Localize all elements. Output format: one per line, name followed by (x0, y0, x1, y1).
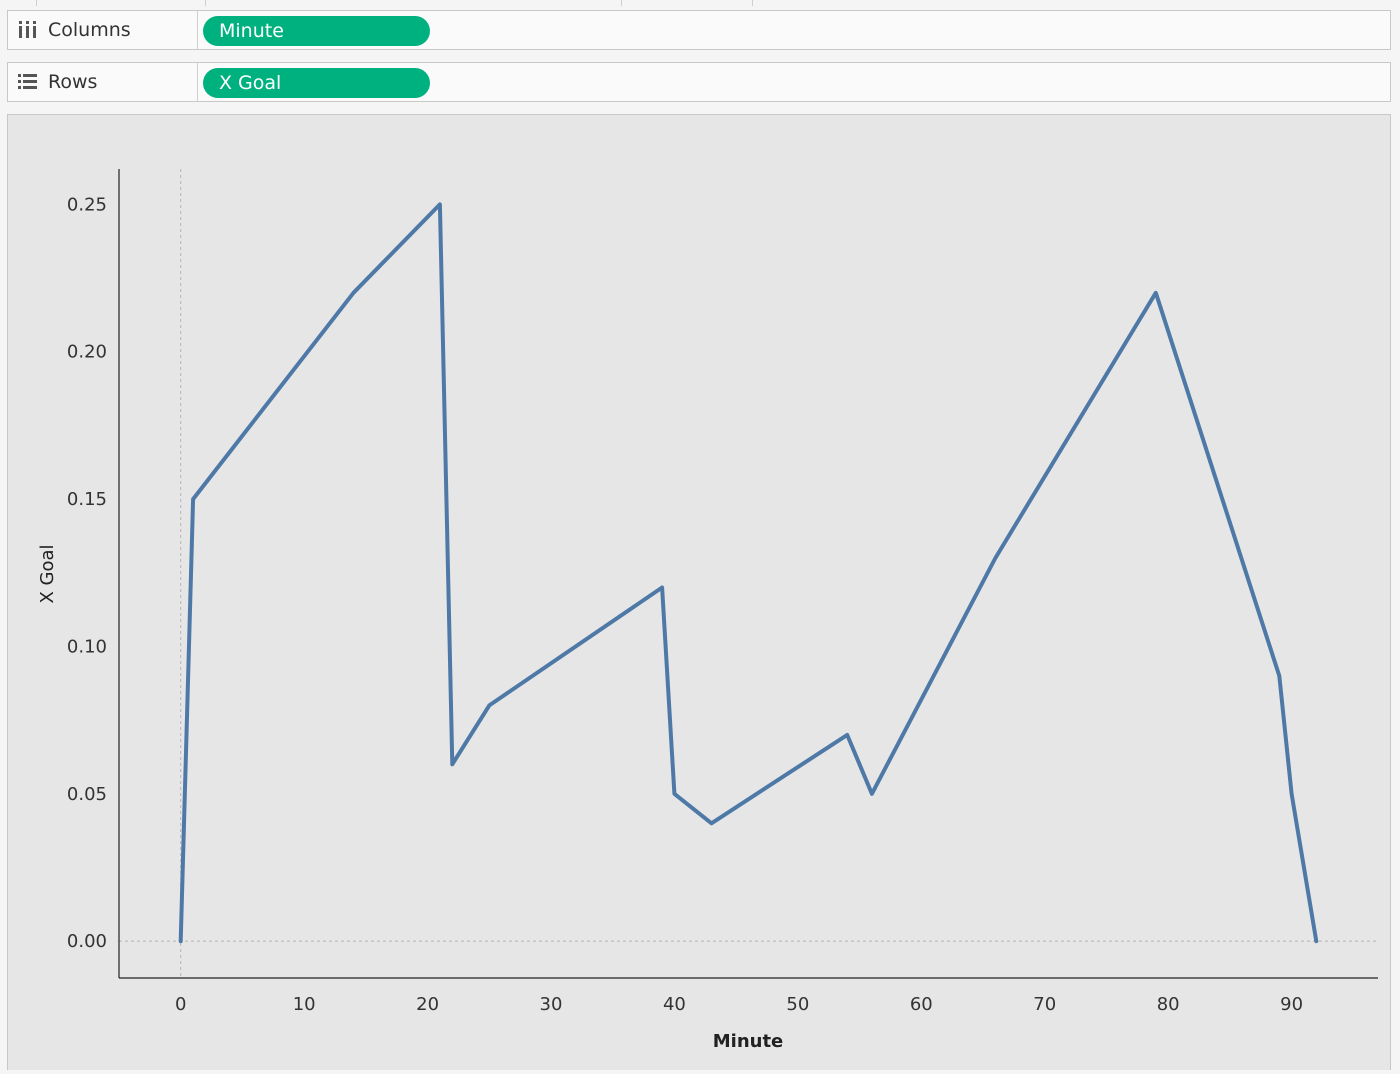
series-lines (178, 202, 1319, 944)
x-tick-label: 70 (1033, 994, 1056, 1015)
toolbar-divider (36, 0, 37, 6)
y-tick-label: 0.25 (67, 194, 107, 215)
top-toolbar-edge (0, 0, 1400, 8)
columns-shelf-label: Columns (8, 11, 198, 49)
toolbar-divider (205, 0, 206, 6)
x-tick-label: 10 (293, 994, 316, 1015)
series-line (178, 202, 1319, 944)
x-tick-label: 90 (1280, 994, 1303, 1015)
y-tick-label: 0.10 (67, 636, 107, 657)
x-tick-label: 0 (175, 994, 186, 1015)
x-tick-label: 20 (416, 994, 439, 1015)
minute-pill[interactable]: Minute (203, 16, 430, 46)
reference-lines (119, 169, 1378, 978)
x-tick-label: 60 (910, 994, 933, 1015)
x-tick-label: 30 (540, 994, 563, 1015)
columns-shelf[interactable]: Columns Minute (7, 10, 1391, 50)
y-tick-label: 0.15 (67, 489, 107, 510)
x-tick-label: 80 (1157, 994, 1180, 1015)
columns-icon (18, 20, 40, 40)
y-axis-title: X Goal (37, 544, 58, 603)
toolbar-divider (752, 0, 753, 6)
rows-icon (18, 72, 40, 92)
rows-label-text: Rows (48, 71, 98, 93)
y-tick-label: 0.00 (67, 931, 107, 952)
rows-shelf[interactable]: Rows X Goal (7, 62, 1391, 102)
x-tick-label: 40 (663, 994, 686, 1015)
x-axis-title: Minute (713, 1031, 784, 1052)
x-tick-label: 50 (786, 994, 809, 1015)
toolbar-divider (621, 0, 622, 6)
y-tick-label: 0.05 (67, 784, 107, 805)
x-goal-pill[interactable]: X Goal (203, 68, 430, 98)
axes (118, 169, 1378, 979)
y-tick-label: 0.20 (67, 342, 107, 363)
columns-label-text: Columns (48, 19, 131, 41)
x-tick-labels: 0 10 20 30 40 50 60 70 80 90 (175, 994, 1303, 1015)
chart-pane: 0.00 0.05 0.10 0.15 0.20 0.25 0 10 20 30 40 50 60 70… (7, 114, 1391, 1070)
y-tick-labels: 0.00 0.05 0.10 0.15 0.20 0.25 (67, 194, 107, 952)
line-chart: 0.00 0.05 0.10 0.15 0.20 0.25 0 10 20 30 40 50 60 70… (37, 169, 1378, 1052)
rows-shelf-label: Rows (8, 63, 198, 101)
